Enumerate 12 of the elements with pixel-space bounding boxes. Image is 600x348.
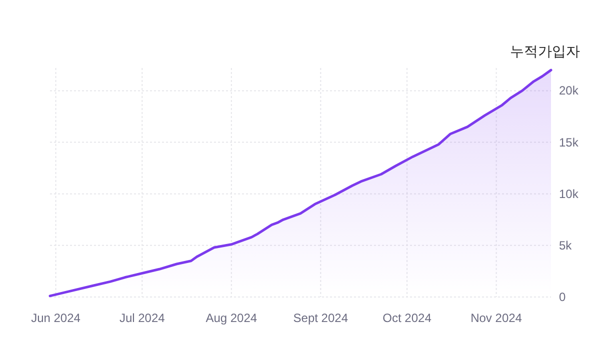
y-tick-label: 20k xyxy=(559,84,580,98)
x-tick-label: Jun 2024 xyxy=(31,311,81,325)
y-tick-label: 0 xyxy=(559,290,566,304)
y-axis-title: 누적가입자 xyxy=(510,43,580,59)
y-tick-label: 5k xyxy=(559,238,573,252)
x-tick-label: Jul 2024 xyxy=(119,311,166,325)
y-tick-label: 10k xyxy=(559,186,580,201)
x-tick-label: Sept 2024 xyxy=(293,311,348,325)
x-tick-label: Aug 2024 xyxy=(206,311,258,325)
y-tick-label: 15k xyxy=(559,135,580,150)
x-tick-label: Nov 2024 xyxy=(470,311,522,325)
x-tick-label: Oct 2024 xyxy=(382,311,432,325)
